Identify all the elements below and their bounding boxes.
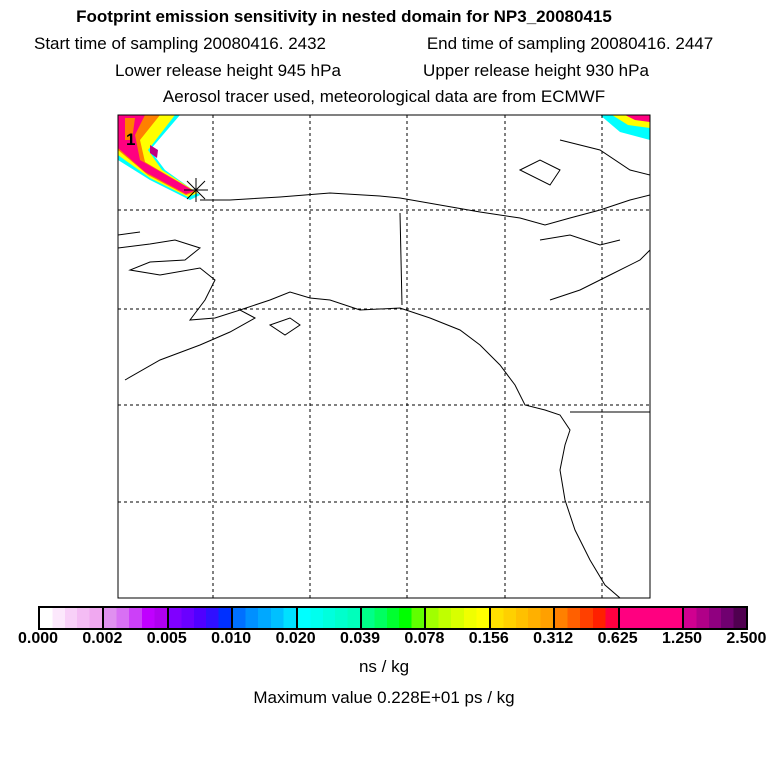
colorbar-tick-label: 1.250 bbox=[661, 630, 703, 647]
maximum-value: Maximum value 0.228E+01 ps / kg bbox=[253, 688, 515, 707]
colorbar-tick-label: 0.020 bbox=[275, 630, 316, 647]
colorbar-tick-label: 0.312 bbox=[533, 630, 574, 647]
release-number-label: 1 bbox=[126, 130, 135, 149]
colorbar-tick-label: 0.002 bbox=[82, 630, 123, 647]
graticule bbox=[118, 115, 650, 598]
colorbar-segment bbox=[295, 606, 362, 630]
tracer-info: Aerosol tracer used, meteorological data… bbox=[162, 87, 606, 106]
colorbar-segment bbox=[231, 606, 298, 630]
colorbar-segment bbox=[488, 606, 556, 630]
colorbar-segment bbox=[38, 606, 105, 630]
lower-release-height: Lower release height 945 hPa bbox=[115, 61, 341, 80]
colorbar-segment bbox=[102, 606, 169, 630]
colorbar-segment bbox=[360, 606, 427, 630]
colorbar-tick-label: 0.005 bbox=[146, 630, 187, 647]
colorbar-segment bbox=[424, 606, 491, 630]
upper-release-height: Upper release height 930 hPa bbox=[423, 61, 649, 80]
emission-plume bbox=[118, 115, 650, 200]
colorbar-unit: ns / kg bbox=[358, 657, 410, 676]
colorbar-segment bbox=[682, 606, 749, 630]
release-location-marker bbox=[184, 178, 208, 202]
colorbar-tick-label: 0.039 bbox=[339, 630, 381, 647]
colorbar-tick-label: 0.156 bbox=[468, 630, 509, 647]
end-time: End time of sampling 20080416. 2447 bbox=[426, 34, 714, 53]
plot-title: Footprint emission sensitivity in nested… bbox=[76, 7, 612, 26]
coastlines bbox=[118, 139, 650, 598]
map-frame bbox=[117, 114, 651, 599]
colorbar-segment bbox=[166, 606, 234, 630]
colorbar-tick-label: 0.625 bbox=[597, 630, 638, 647]
colorbar-segment bbox=[553, 606, 620, 630]
colorbar-segment bbox=[617, 606, 684, 630]
colorbar-tick-label: 2.500 bbox=[726, 630, 767, 647]
colorbar-tick-label: 0.000 bbox=[17, 630, 59, 647]
start-time: Start time of sampling 20080416. 2432 bbox=[33, 34, 327, 53]
colorbar-tick-label: 0.078 bbox=[404, 630, 445, 647]
colorbar-tick-label: 0.010 bbox=[211, 630, 252, 647]
